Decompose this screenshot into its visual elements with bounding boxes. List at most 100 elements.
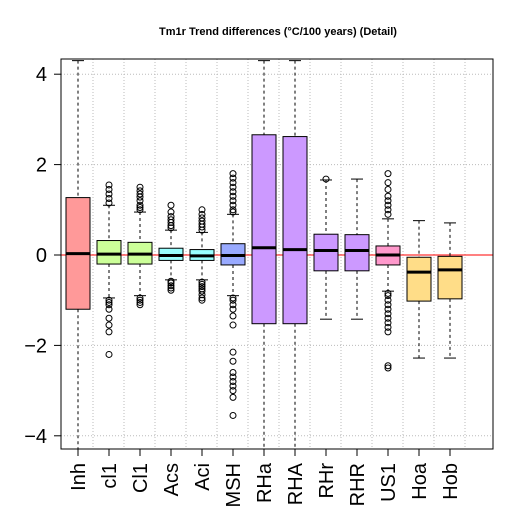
outlier-point	[322, 175, 330, 183]
outlier-point	[167, 224, 175, 232]
outlier-point	[136, 204, 144, 212]
outlier-point	[198, 291, 206, 299]
outlier-point	[384, 296, 392, 304]
outlier-point	[384, 310, 392, 318]
outlier-point	[384, 314, 392, 322]
outlier-point	[229, 183, 237, 191]
outlier-point	[105, 314, 113, 322]
x-tick-label: US1	[378, 463, 400, 502]
outlier-point	[105, 199, 113, 207]
outlier-point	[198, 226, 206, 234]
outlier-point	[105, 298, 113, 306]
x-tick-label: Cl1	[130, 463, 152, 493]
outlier-point	[229, 301, 237, 309]
outlier-point	[384, 185, 392, 193]
x-tick-label: Hoa	[409, 462, 431, 500]
box-body	[251, 134, 277, 325]
outlier-point	[229, 387, 237, 395]
x-tick-label: RHA	[285, 462, 307, 505]
outlier-point	[384, 210, 392, 218]
outlier-point	[167, 279, 175, 287]
box-Acs	[158, 201, 184, 294]
box-body	[344, 234, 370, 272]
outlier-point	[136, 206, 144, 214]
outlier-point	[198, 283, 206, 291]
outlier-point	[198, 206, 206, 214]
outlier-point	[198, 223, 206, 231]
chart-title: Tm1r Trend differences (°C/100 years) (D…	[159, 26, 397, 38]
outlier-point	[384, 362, 392, 370]
outlier-point	[105, 190, 113, 198]
outlier-point	[229, 373, 237, 381]
outlier-point	[198, 287, 206, 295]
x-axis: Inh cl1 Cl1 Acs Aci MSH RHa RHA RHr RHR US1 Hoa Hob	[68, 449, 462, 507]
outlier-point	[136, 294, 144, 302]
outlier-point	[384, 197, 392, 205]
outlier-point	[136, 301, 144, 309]
outlier-point	[229, 393, 237, 401]
box-cl1	[96, 181, 122, 358]
outlier-point	[167, 286, 175, 294]
outlier-point	[105, 195, 113, 202]
outlier-point	[105, 301, 113, 309]
outlier-point	[136, 193, 144, 201]
outlier-point	[198, 278, 206, 286]
outlier-point	[136, 298, 144, 306]
y-tick-label: 0	[36, 245, 47, 267]
outlier-point	[229, 378, 237, 386]
y-axis: −4 −2 0 2 4	[24, 64, 61, 448]
outlier-point	[229, 201, 237, 209]
outlier-point	[198, 280, 206, 288]
outlier-point	[198, 210, 206, 218]
outlier-point	[136, 190, 144, 198]
box-US1	[375, 170, 401, 372]
outlier-point	[384, 364, 392, 372]
x-tick-label: Aci	[192, 463, 214, 491]
box-RHa	[251, 60, 277, 449]
outlier-point	[229, 206, 237, 214]
outlier-point	[229, 188, 237, 196]
y-tick-label: −2	[24, 335, 47, 357]
outlier-point	[105, 185, 113, 193]
box-body	[437, 255, 463, 300]
outlier-point	[384, 206, 392, 214]
plot-frame	[60, 58, 494, 450]
outlier-point	[105, 305, 113, 313]
y-tick-label: 2	[36, 155, 47, 177]
box-Inh	[65, 60, 91, 449]
box-RHR	[344, 178, 370, 320]
outlier-point	[105, 321, 113, 329]
outlier-point	[384, 192, 392, 200]
outlier-point	[167, 208, 175, 216]
box-series	[65, 60, 463, 449]
outlier-point	[198, 296, 206, 304]
outlier-point	[384, 201, 392, 209]
outlier-point	[229, 305, 237, 313]
grid-lines	[61, 59, 493, 449]
box-Hob	[437, 222, 463, 359]
outlier-point	[105, 296, 113, 304]
x-tick-label: RHR	[347, 463, 369, 506]
x-tick-label: Acs	[161, 463, 183, 496]
outlier-point	[384, 301, 392, 309]
outlier-point	[384, 170, 392, 178]
outlier-point	[229, 170, 237, 178]
outlier-point	[384, 323, 392, 331]
outlier-point	[229, 312, 237, 320]
box-Hoa	[406, 220, 432, 359]
outlier-point	[229, 208, 237, 216]
box-RHr	[313, 175, 339, 320]
outlier-point	[167, 222, 175, 230]
outlier-point	[167, 282, 175, 290]
box-body	[96, 240, 122, 265]
outlier-point	[167, 218, 175, 226]
box-body	[406, 256, 432, 302]
outlier-point	[136, 296, 144, 304]
outlier-point	[167, 277, 175, 285]
outlier-point	[105, 181, 113, 189]
outlier-point	[136, 197, 144, 205]
x-tick-label: RHr	[316, 463, 338, 499]
outlier-point	[384, 328, 392, 336]
outlier-point	[136, 201, 144, 209]
